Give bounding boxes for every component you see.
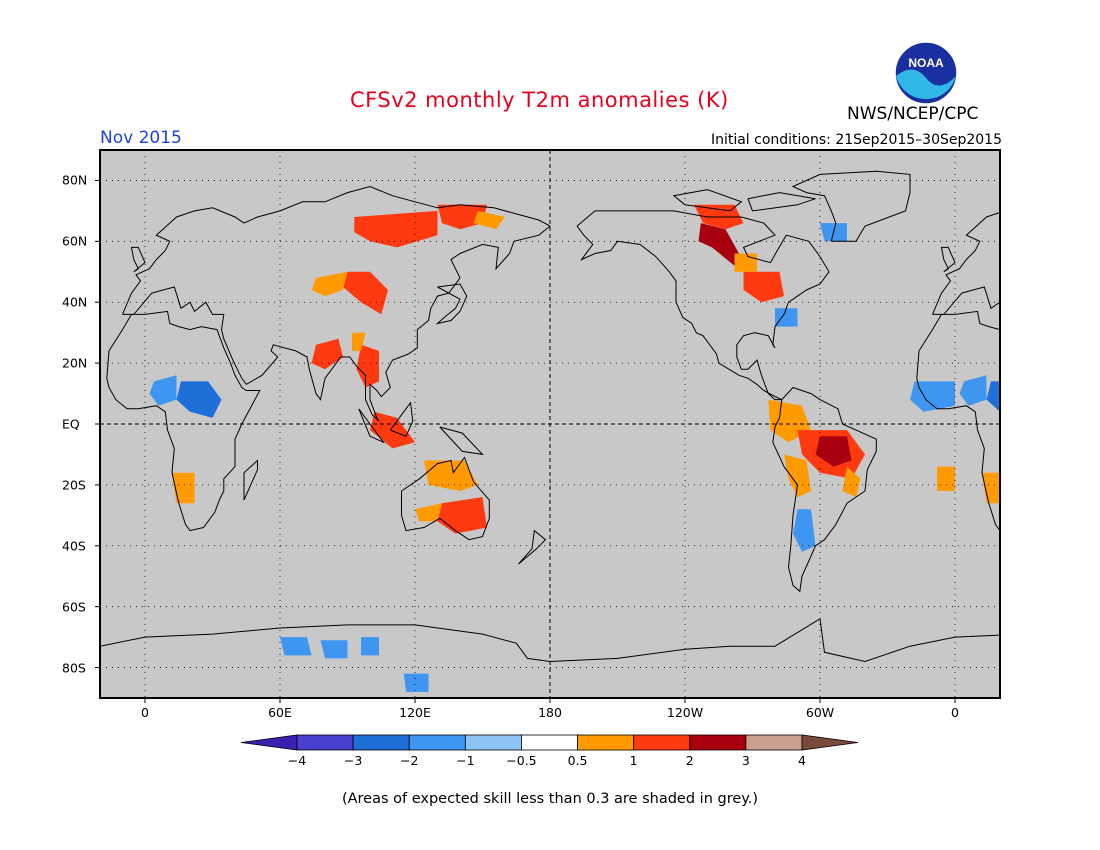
anomaly-region bbox=[172, 472, 195, 504]
footnote: (Areas of expected skill less than 0.3 a… bbox=[341, 791, 759, 807]
anomaly-region bbox=[424, 460, 478, 491]
anomaly-region bbox=[937, 466, 955, 491]
coastline bbox=[122, 185, 551, 422]
y-tick-label: 80S bbox=[62, 660, 86, 676]
anomaly-region bbox=[356, 344, 379, 388]
colorbar-swatch bbox=[689, 734, 747, 751]
y-tick-label: 20N bbox=[62, 355, 88, 371]
colorbar-tick-label: 1 bbox=[629, 753, 638, 768]
coastline bbox=[389, 401, 414, 437]
colorbar-tick-label: 3 bbox=[741, 753, 750, 768]
graticule bbox=[100, 150, 1000, 698]
y-tick-label: 40S bbox=[62, 538, 86, 554]
initial-conditions: Initial conditions: 21Sep2015–30Sep2015 bbox=[710, 132, 1002, 148]
x-tick-label: 0 bbox=[951, 705, 959, 720]
x-tick-label: 120E bbox=[399, 705, 431, 720]
coastline bbox=[916, 310, 1000, 532]
colorbar-tick-label: 4 bbox=[798, 753, 806, 768]
anomaly-region bbox=[793, 509, 816, 552]
anomaly-region bbox=[959, 375, 987, 406]
colorbar-tick-label: −4 bbox=[287, 753, 307, 768]
x-tick-label: 60E bbox=[268, 705, 292, 720]
anomaly-region bbox=[320, 640, 348, 659]
anomaly-region bbox=[910, 381, 955, 412]
coastline bbox=[100, 624, 551, 662]
anomaly-region bbox=[352, 332, 366, 351]
coastline bbox=[772, 386, 877, 593]
anomaly-region bbox=[986, 381, 1000, 412]
y-tick-label: 40N bbox=[62, 294, 88, 310]
colorbar-tick-label: −0.5 bbox=[506, 753, 537, 768]
x-tick-label: 120W bbox=[666, 705, 704, 720]
coastline bbox=[672, 189, 743, 212]
coastline bbox=[439, 426, 484, 456]
forecast-period: Nov 2015 bbox=[100, 128, 182, 148]
y-tick-label: 20S bbox=[62, 477, 86, 493]
anomaly-region bbox=[437, 497, 487, 534]
anomaly-region bbox=[473, 210, 505, 230]
coastline bbox=[130, 246, 146, 273]
anomaly-region bbox=[775, 308, 798, 327]
anomaly-region bbox=[280, 637, 312, 656]
coastline bbox=[358, 408, 386, 444]
coastline bbox=[549, 617, 1000, 663]
anomaly-region bbox=[361, 637, 379, 656]
colorbar-low-extension bbox=[240, 734, 298, 751]
anomaly-region bbox=[311, 271, 348, 297]
x-tick-label: 180 bbox=[538, 705, 562, 720]
colorbar-tick-label: 0.5 bbox=[567, 753, 588, 768]
x-tick-label: 60W bbox=[805, 705, 835, 720]
agency-label: NWS/NCEP/CPC bbox=[847, 104, 979, 124]
anomaly-region bbox=[982, 472, 1000, 504]
anomaly-region bbox=[149, 375, 177, 406]
anomaly-region bbox=[842, 466, 861, 498]
anomaly-region bbox=[743, 271, 784, 303]
colorbar-tick-label: −1 bbox=[456, 753, 475, 768]
colorbar-tick-label: 2 bbox=[685, 753, 694, 768]
anomaly-region bbox=[343, 271, 388, 315]
anomaly-region bbox=[415, 503, 442, 522]
colorbar-swatch bbox=[352, 734, 410, 751]
colorbar-tick-label: −2 bbox=[400, 753, 419, 768]
colorbar-swatch bbox=[745, 734, 803, 751]
colorbar-swatch bbox=[521, 734, 578, 751]
anomaly-region bbox=[784, 454, 811, 498]
coastline bbox=[576, 210, 830, 401]
coastline bbox=[435, 283, 468, 325]
chart-title: CFSv2 monthly T2m anomalies (K) bbox=[350, 88, 729, 112]
colorbar-swatch bbox=[408, 734, 466, 751]
colorbar-swatch bbox=[577, 734, 635, 751]
anomaly-region bbox=[176, 381, 222, 418]
anomaly-region bbox=[354, 210, 438, 248]
anomaly-region bbox=[403, 673, 429, 692]
colorbar-tick-label: −3 bbox=[343, 753, 363, 768]
colorbar-swatch bbox=[464, 734, 522, 751]
coastline bbox=[106, 310, 261, 532]
coastline bbox=[243, 459, 258, 501]
anomaly-region bbox=[698, 223, 739, 266]
y-tick-label: EQ bbox=[62, 416, 80, 432]
y-tick-label: 60N bbox=[62, 233, 88, 249]
anomaly-region bbox=[815, 436, 852, 467]
coastline bbox=[747, 192, 816, 212]
coastline bbox=[791, 170, 911, 242]
colorbar-swatch bbox=[296, 734, 354, 751]
coastline bbox=[518, 529, 547, 565]
x-tick-label: 0 bbox=[141, 705, 149, 720]
anomaly-region bbox=[311, 338, 343, 370]
coastlines bbox=[100, 170, 1000, 663]
colorbar-high-extension bbox=[801, 734, 859, 751]
noaa-logo: NOAA bbox=[894, 41, 958, 105]
y-tick-label: 60S bbox=[62, 599, 86, 615]
y-tick-label: 80N bbox=[62, 172, 88, 188]
anomaly-region bbox=[734, 253, 757, 272]
coastline bbox=[401, 456, 490, 541]
noaa-logo-text: NOAA bbox=[908, 56, 944, 70]
colorbar-swatch bbox=[633, 734, 691, 751]
coastline bbox=[940, 246, 956, 273]
